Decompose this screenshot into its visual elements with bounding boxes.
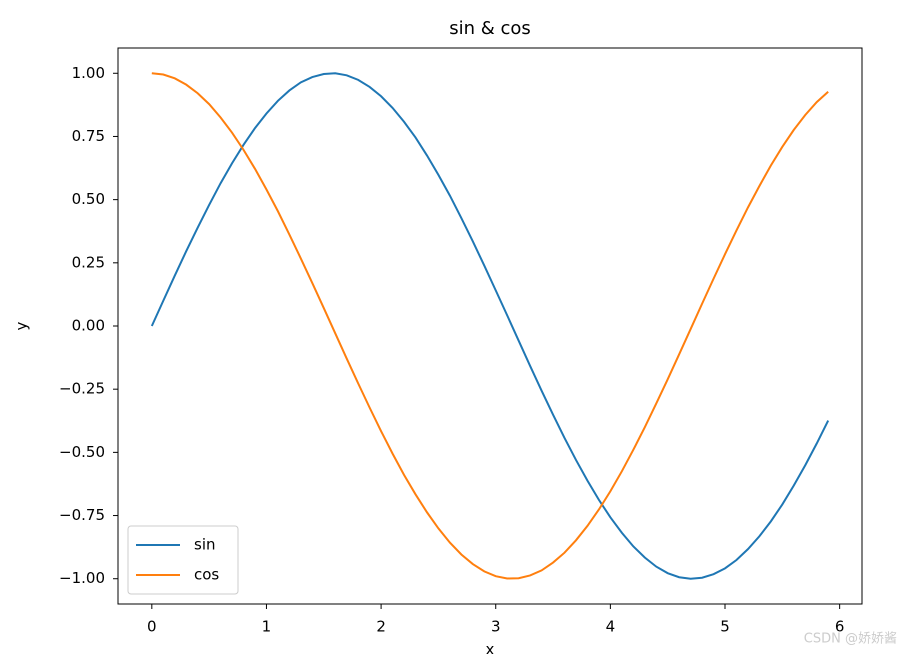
watermark: CSDN @娇娇酱 [804,632,897,647]
x-tick-label: 6 [835,618,845,636]
legend-box [127,525,239,595]
y-tick-label: 0.50 [72,190,105,208]
y-axis-label: y [13,321,31,330]
x-tick-label: 1 [262,618,272,636]
y-tick-label: 1.00 [72,64,105,82]
legend-label: cos [194,566,219,584]
chart-title: sin & cos [449,18,531,39]
line-series [151,72,829,580]
x-tick-label: 4 [606,618,616,636]
y-tick-label: −1.00 [59,569,105,587]
x-tick-label: 0 [147,618,157,636]
legend-label: sin [194,536,216,554]
y-tick-label: 0.00 [72,317,105,335]
y-tick-label: 0.75 [72,127,105,145]
x-tick-label: 3 [491,618,501,636]
x-axis-label: x [486,641,495,654]
x-tick-label: 5 [720,618,730,636]
y-tick-label: −0.25 [59,380,105,398]
y-tick-label: 0.25 [72,253,105,271]
x-tick-label: 2 [376,618,386,636]
plot-frame [117,47,863,605]
y-tick-label: −0.75 [59,506,105,524]
y-tick-label: −0.50 [59,443,105,461]
line-series [150,72,830,580]
